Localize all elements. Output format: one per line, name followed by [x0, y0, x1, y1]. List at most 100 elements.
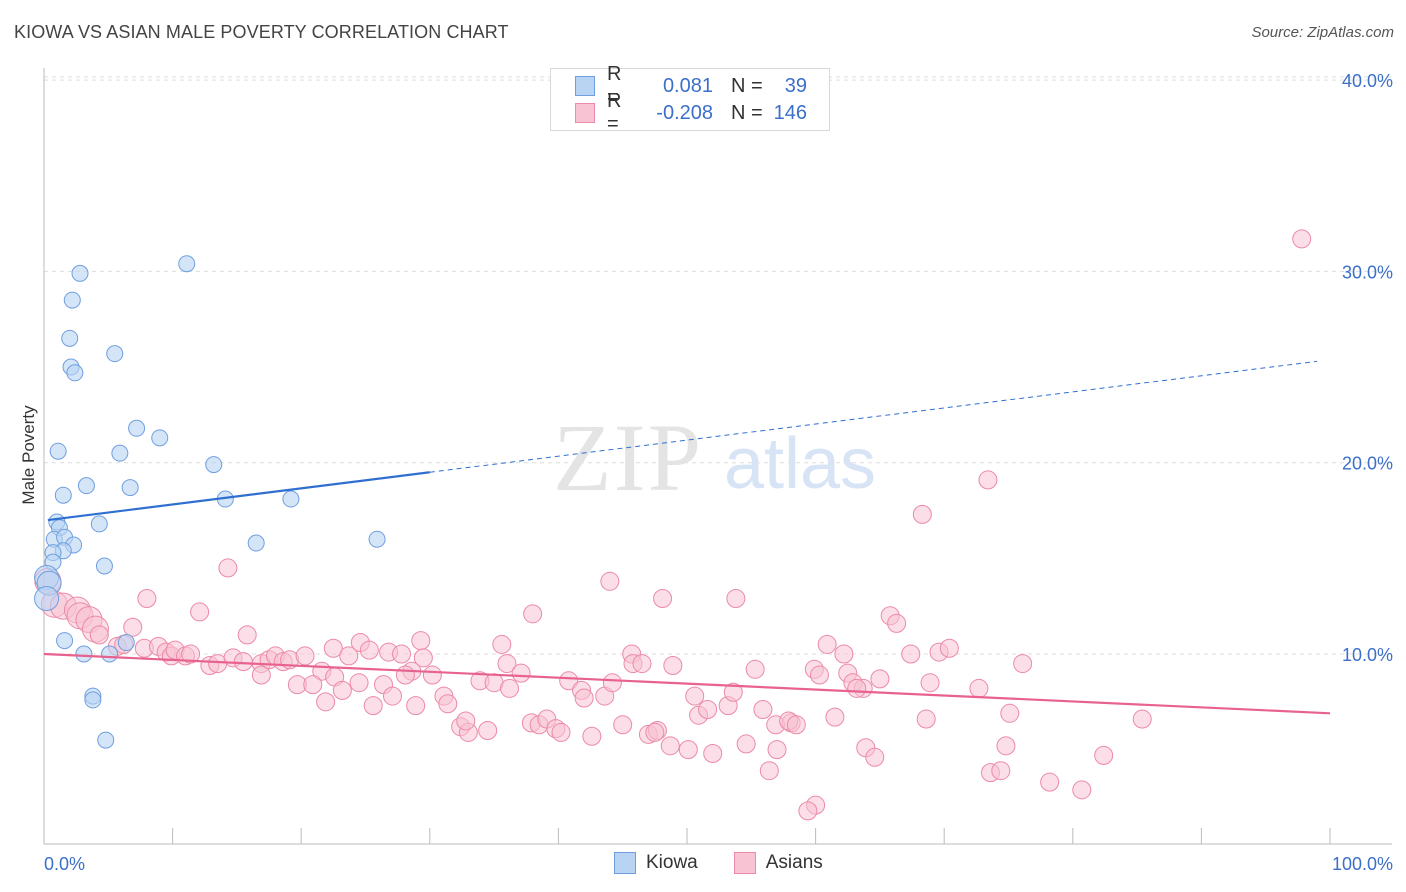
kiowa-point — [97, 731, 115, 749]
asians-point — [723, 682, 743, 702]
asians-point — [825, 707, 845, 727]
kiowa-point — [106, 345, 124, 363]
legend-item-kiowa[interactable]: Kiowa — [614, 852, 698, 874]
kiowa-point — [84, 691, 102, 709]
asians-point — [411, 631, 431, 651]
r-label: R = — [607, 90, 622, 135]
asians-point — [939, 638, 959, 658]
asians-point — [406, 696, 426, 716]
stats-row-asians: R = -0.208 N = 146 — [575, 90, 807, 135]
asians-point — [323, 638, 343, 658]
asians-point — [613, 715, 633, 735]
kiowa-point — [34, 586, 60, 612]
chart-title: KIOWA VS ASIAN MALE POVERTY CORRELATION … — [14, 22, 509, 42]
asians-point — [523, 604, 543, 624]
asians-point — [703, 743, 723, 763]
asians-point — [237, 625, 257, 645]
n-value: 39 — [784, 74, 807, 97]
tick-labels: 10.0% 20.0% 30.0% 40.0% 0.0% 100.0% — [44, 71, 1393, 874]
asians-point — [1132, 709, 1152, 729]
asians-point — [478, 721, 498, 741]
asians-point — [137, 589, 157, 609]
asians-point — [359, 640, 379, 660]
legend-label-asians: Asians — [765, 852, 823, 873]
asians-point — [660, 736, 680, 756]
asians-point — [218, 558, 238, 578]
asians-point — [422, 665, 442, 685]
asians-point — [817, 634, 837, 654]
asians-point — [920, 673, 940, 693]
stats-legend: R = 0.081 N = 39 R = -0.208 N = 146 — [550, 63, 830, 135]
kiowa-point — [178, 255, 196, 273]
asians-point — [303, 675, 323, 695]
kiowa-point — [247, 534, 265, 552]
asians-point — [685, 686, 705, 706]
kiowa-point — [101, 645, 119, 663]
asians-point — [663, 655, 683, 675]
kiowa-point — [111, 444, 129, 462]
asians-legend-swatch — [733, 852, 756, 874]
kiowa-point — [63, 291, 81, 309]
asians-point — [559, 671, 579, 691]
asians-point — [1292, 229, 1312, 249]
asians-point — [413, 648, 433, 668]
asians-point — [1094, 745, 1114, 765]
r-value: -0.208 — [656, 101, 713, 124]
kiowa-point — [90, 515, 108, 533]
asians-point — [89, 625, 109, 645]
asians-point — [332, 680, 352, 700]
asians-point — [551, 722, 571, 742]
y-tick-label: 10.0% — [1342, 645, 1393, 665]
asians-point — [786, 715, 806, 735]
asians-point — [181, 644, 201, 664]
asians-point — [392, 644, 412, 664]
asians-point — [978, 470, 998, 490]
asians-point — [996, 736, 1016, 756]
asians-trend-line — [43, 652, 1331, 715]
asians-point — [969, 678, 989, 698]
asians-point — [233, 652, 253, 672]
asians-point — [759, 761, 779, 781]
asians-point — [726, 589, 746, 609]
axes — [43, 68, 1392, 845]
asians-point — [295, 646, 315, 666]
asians-point — [809, 665, 829, 685]
asians-point — [645, 722, 665, 742]
asians-point — [991, 761, 1011, 781]
asians-point — [1000, 703, 1020, 723]
kiowa-legend-swatch — [614, 852, 636, 874]
asians-point — [497, 654, 517, 674]
y-tick-label: 40.0% — [1342, 71, 1393, 91]
kiowa-trend-line — [47, 471, 430, 522]
asians-point — [916, 709, 936, 729]
kiowa-point — [205, 456, 223, 474]
trend-lines — [43, 360, 1331, 715]
kiowa-point — [77, 477, 95, 495]
asians-point — [912, 504, 932, 524]
y-tick-label: 30.0% — [1342, 262, 1393, 282]
asians-point — [582, 726, 602, 746]
kiowa-point — [282, 490, 300, 508]
asians-point — [456, 711, 476, 731]
asians-point — [678, 740, 698, 760]
asians-point — [251, 665, 271, 685]
n-label: N = — [731, 101, 763, 124]
asians-point — [767, 740, 787, 760]
asians-points — [34, 229, 1312, 821]
asians-point — [834, 644, 854, 664]
asians-point — [600, 571, 620, 591]
asians-point — [745, 659, 765, 679]
legend-item-asians[interactable]: Asians — [733, 852, 823, 874]
asians-point — [574, 688, 594, 708]
n-label: N = — [731, 74, 763, 97]
kiowa-points — [34, 255, 386, 749]
watermark-zip: ZIP — [553, 404, 703, 511]
asians-point — [736, 734, 756, 754]
asians-point — [316, 692, 336, 712]
stats-row-kiowa: R = 0.081 N = 39 — [575, 63, 807, 108]
asians-point — [363, 696, 383, 716]
asians-point — [602, 673, 622, 693]
x-tick-label: 0.0% — [44, 854, 85, 874]
gridlines — [44, 76, 1392, 655]
